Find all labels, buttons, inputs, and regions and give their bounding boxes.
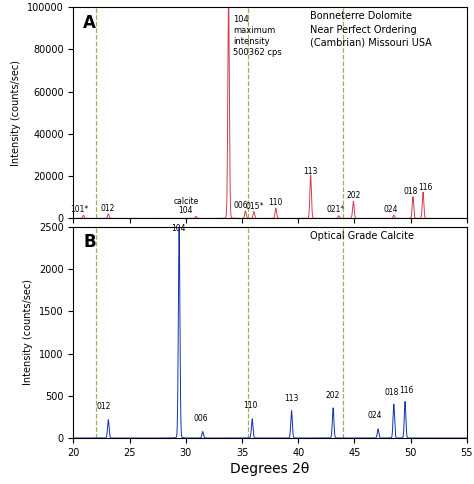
Text: 021*: 021* xyxy=(326,205,345,214)
Text: 101*: 101* xyxy=(70,205,88,214)
Text: 024: 024 xyxy=(367,411,382,420)
Text: 113: 113 xyxy=(284,393,299,403)
Text: B: B xyxy=(83,233,96,251)
Text: 202: 202 xyxy=(346,192,361,200)
Text: A: A xyxy=(83,14,96,31)
Text: 012: 012 xyxy=(100,204,114,213)
Text: 006: 006 xyxy=(234,201,248,211)
Text: calcite
104: calcite 104 xyxy=(173,197,199,215)
Text: 012: 012 xyxy=(97,402,111,411)
Y-axis label: Intensity (counts/sec): Intensity (counts/sec) xyxy=(11,60,21,166)
Text: 202: 202 xyxy=(326,391,340,400)
Text: 116: 116 xyxy=(399,386,413,395)
Text: 110: 110 xyxy=(269,198,283,207)
Text: 024: 024 xyxy=(383,205,398,213)
Text: Optical Grade Calcite: Optical Grade Calcite xyxy=(310,231,413,241)
Text: 018: 018 xyxy=(403,187,418,196)
Text: 116: 116 xyxy=(418,183,432,192)
Y-axis label: Intensity (counts/sec): Intensity (counts/sec) xyxy=(23,279,34,385)
Text: 110: 110 xyxy=(243,401,257,410)
Text: 006: 006 xyxy=(193,414,208,423)
Text: 113: 113 xyxy=(303,167,318,176)
Text: 104
maximum
intensity
500362 cps: 104 maximum intensity 500362 cps xyxy=(233,15,282,57)
Text: 018: 018 xyxy=(384,389,399,397)
Text: Bonneterre Dolomite
Near Perfect Ordering
(Cambrian) Missouri USA: Bonneterre Dolomite Near Perfect Orderin… xyxy=(310,12,431,48)
Text: 104: 104 xyxy=(171,224,185,233)
Text: 015*: 015* xyxy=(245,202,264,211)
X-axis label: Degrees 2θ: Degrees 2θ xyxy=(230,462,310,476)
